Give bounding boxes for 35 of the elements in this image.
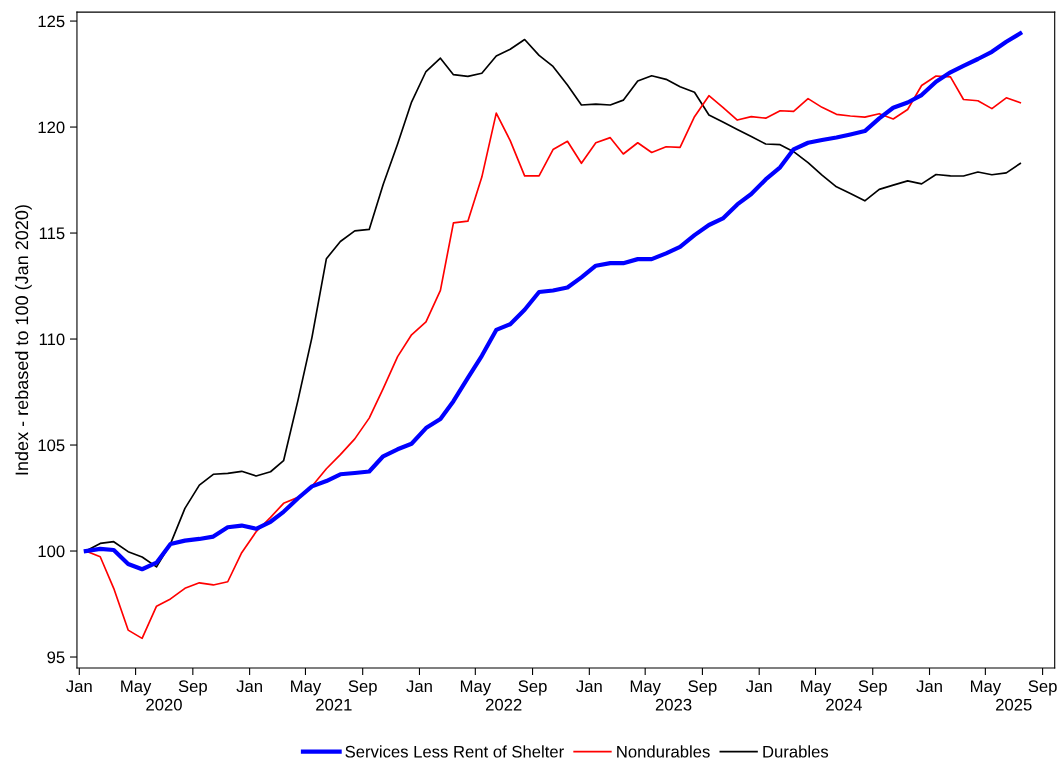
x2-tick-label: 2020 [146, 698, 182, 711]
x2-tick-label: 2023 [655, 698, 692, 711]
y-tick-label: 110 [39, 333, 65, 346]
x-tick-label: Jan [916, 680, 942, 693]
x-tick-label: Jan [406, 680, 432, 693]
x-tick-label: Sep [688, 680, 717, 696]
x-tick-label: May [291, 680, 322, 696]
x-tick-label: May [460, 680, 492, 696]
x2-tick-label: 2021 [316, 698, 352, 711]
y-tick-label: 120 [38, 121, 65, 134]
x-tick-label: May [970, 680, 1002, 696]
x-tick-label: May [801, 680, 832, 696]
x-tick-label: May [630, 680, 661, 696]
y-tick-label: 115 [39, 227, 65, 240]
x-tick-label: Jan [66, 680, 92, 693]
y-tick-label: 125 [38, 15, 65, 28]
x-tick-label: Jan [236, 680, 262, 693]
x-tick-label: Sep [178, 680, 207, 696]
x-tick-label: Jan [576, 680, 602, 693]
x-tick-label: May [121, 680, 152, 696]
x2-tick-label: 2024 [826, 698, 862, 711]
x2-tick-label: 2022 [486, 698, 522, 711]
x-tick-label: Sep [518, 680, 547, 696]
x-tick-label: Sep [1028, 680, 1057, 696]
x-tick-label: Sep [348, 680, 377, 696]
legend-label: Durables [763, 745, 829, 758]
x-tick-label: Sep [858, 680, 887, 696]
x2-tick-label: 2025 [996, 698, 1032, 711]
y-tick-label: 100 [38, 545, 65, 558]
y-axis-title: Index - rebased to 100 (Jan 2020) [14, 205, 32, 475]
y-tick-label: 95 [47, 651, 65, 664]
legend-label: Services Less Rent of Shelter [345, 745, 564, 758]
y-tick-label: 105 [38, 439, 65, 452]
x-tick-label: Jan [746, 680, 772, 693]
legend-label: Nondurables [617, 745, 710, 758]
